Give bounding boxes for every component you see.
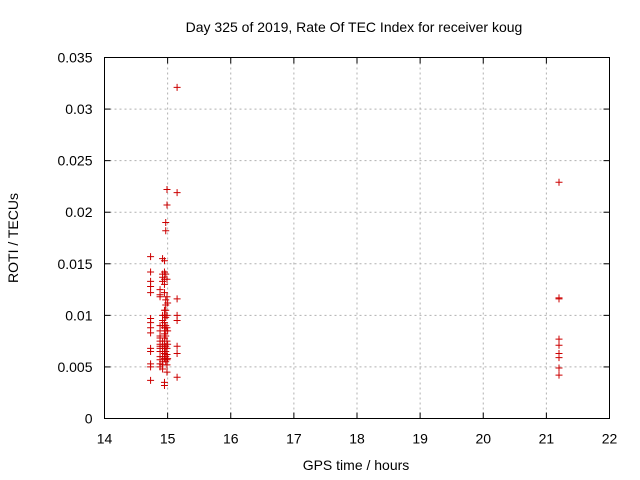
data-point xyxy=(555,354,563,362)
data-point xyxy=(163,361,171,369)
data-point xyxy=(147,268,155,276)
x-axis-label: GPS time / hours xyxy=(303,457,410,473)
data-point xyxy=(147,329,155,337)
data-point xyxy=(173,317,181,325)
data-point xyxy=(163,344,171,352)
data-point xyxy=(160,381,168,389)
data-point xyxy=(173,295,181,303)
axis-ticks xyxy=(104,57,610,419)
data-point xyxy=(555,178,563,186)
data-point xyxy=(555,335,563,343)
x-tick-labels: 14 15 16 17 18 19 20 21 22 xyxy=(97,431,618,447)
data-point xyxy=(163,337,171,345)
y-tick-label: 0.015 xyxy=(57,256,92,272)
data-point xyxy=(173,83,181,91)
x-tick-label: 18 xyxy=(349,431,365,447)
data-point xyxy=(163,311,171,319)
data-point xyxy=(162,227,170,235)
data-point xyxy=(147,347,155,355)
data-point xyxy=(160,280,168,288)
y-axis-label: ROTI / TECUs xyxy=(5,193,21,283)
data-point xyxy=(163,368,171,376)
y-tick-label: 0.005 xyxy=(57,359,92,375)
data-point xyxy=(173,373,181,381)
y-tick-label: 0.01 xyxy=(65,307,92,323)
data-point xyxy=(164,340,172,348)
data-point xyxy=(162,332,170,340)
data-point xyxy=(173,189,181,197)
data-point xyxy=(164,355,172,363)
data-point xyxy=(173,342,181,350)
data-point xyxy=(147,282,155,290)
data-point xyxy=(555,341,563,349)
data-point xyxy=(163,201,171,209)
data-point xyxy=(160,289,168,297)
x-tick-label: 17 xyxy=(286,431,302,447)
data-point xyxy=(163,324,171,332)
data-point xyxy=(159,365,167,373)
data-point xyxy=(163,186,171,194)
y-tick-label: 0.03 xyxy=(65,101,92,117)
data-point xyxy=(164,299,172,307)
data-point xyxy=(173,350,181,358)
data-point xyxy=(156,293,164,301)
y-tick-labels: 0 0.005 0.01 0.015 0.02 0.025 0.03 0.035 xyxy=(57,50,92,427)
x-tick-label: 21 xyxy=(539,431,555,447)
data-point xyxy=(147,363,155,371)
y-tick-label: 0 xyxy=(85,411,93,427)
data-point xyxy=(162,219,170,227)
data-point xyxy=(162,306,170,314)
data-point xyxy=(555,295,563,303)
x-tick-label: 22 xyxy=(602,431,618,447)
y-tick-label: 0.02 xyxy=(65,204,92,220)
data-point xyxy=(163,275,171,283)
x-tick-label: 19 xyxy=(412,431,428,447)
data-point xyxy=(162,270,170,278)
data-points xyxy=(147,83,563,389)
data-point xyxy=(147,289,155,297)
chart-title: Day 325 of 2019, Rate Of TEC Index for r… xyxy=(186,19,523,35)
data-point xyxy=(163,293,171,301)
x-tick-label: 15 xyxy=(160,431,176,447)
x-tick-label: 20 xyxy=(475,431,491,447)
grid-lines xyxy=(104,57,610,419)
data-point xyxy=(555,364,563,372)
y-tick-label: 0.025 xyxy=(57,153,92,169)
y-tick-label: 0.035 xyxy=(57,50,92,66)
data-point xyxy=(147,253,155,261)
x-tick-label: 14 xyxy=(97,431,113,447)
data-point xyxy=(147,376,155,384)
data-point xyxy=(164,327,172,335)
data-point xyxy=(160,257,168,265)
x-tick-label: 16 xyxy=(223,431,239,447)
data-point xyxy=(555,371,563,379)
